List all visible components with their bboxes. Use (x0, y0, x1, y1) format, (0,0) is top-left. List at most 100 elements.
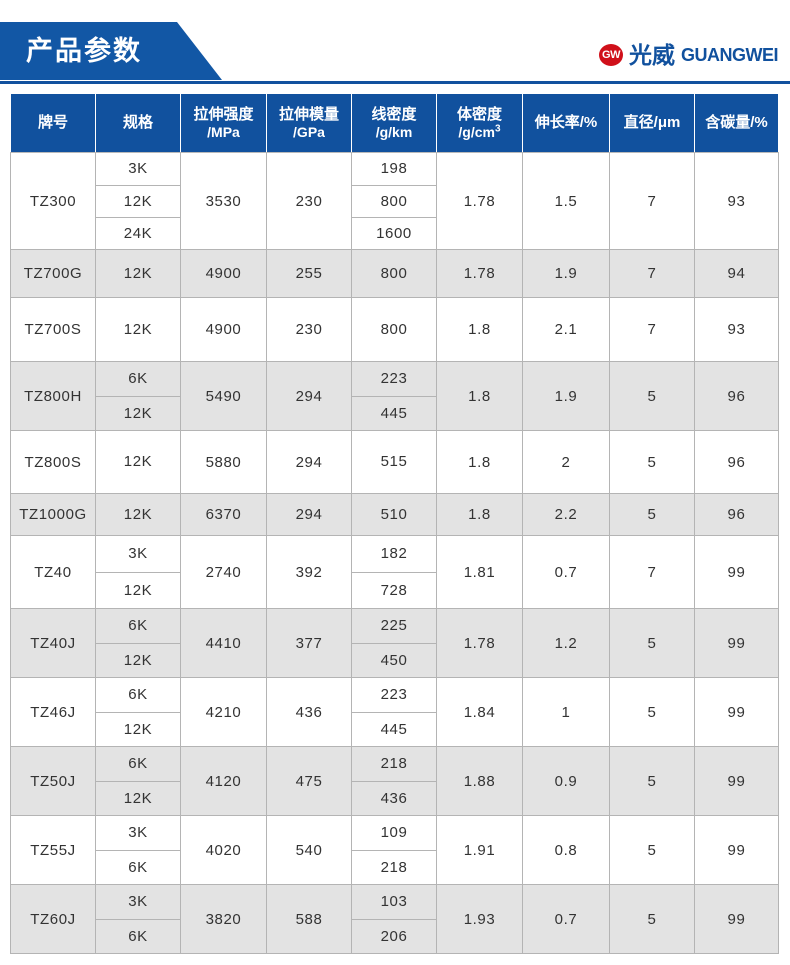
spec-value: 6K (96, 850, 180, 884)
cell-tensile-modulus: 377 (266, 608, 352, 678)
cell-diameter: 5 (609, 815, 695, 885)
cell-tensile-modulus: 475 (266, 746, 352, 816)
cell-linear-density: 103 206 (351, 884, 437, 954)
cell-tensile-strength: 2740 (180, 535, 267, 609)
cell-bulk-density: 1.93 (436, 884, 523, 954)
cell-spec: 12K (95, 430, 181, 494)
cell-carbon-content: 99 (694, 884, 779, 954)
linear-density-value: 218 (352, 850, 436, 884)
cell-diameter: 5 (609, 361, 695, 431)
linear-density-value: 728 (352, 572, 436, 608)
linear-density-value: 225 (380, 617, 408, 634)
cell-spec: 12K (95, 249, 181, 298)
cell-linear-density: 510 (351, 493, 437, 536)
spec-value: 3K (128, 824, 148, 841)
cell-bulk-density: 1.78 (436, 249, 523, 298)
cell-brand: TZ60J (10, 884, 96, 954)
table-row: TZ40J 6K 12K 4410 377 225 450 1.78 1.2 5 99 (10, 608, 779, 678)
column-header-name: 拉伸模量 (278, 105, 339, 123)
cell-bulk-density: 1.81 (436, 535, 523, 609)
brand-name-cn: 光威 (629, 42, 675, 68)
cell-tensile-modulus: 230 (266, 152, 352, 250)
cell-tensile-modulus: 540 (266, 815, 352, 885)
cell-elongation: 2 (522, 430, 610, 494)
cell-elongation: 1 (522, 677, 610, 747)
table-row: TZ800H 6K 12K 5490 294 223 445 1.8 1.9 5 96 (10, 361, 779, 431)
linear-density-value: 445 (352, 396, 436, 430)
cell-diameter: 7 (609, 152, 695, 250)
brand-name-en: GUANGWEI (681, 45, 779, 65)
linear-density-value: 218 (380, 755, 408, 772)
column-header-unit: /g/cm3 (458, 122, 501, 140)
cell-bulk-density: 1.8 (436, 493, 523, 536)
cell-spec: 3K 12K (95, 535, 181, 609)
column-header-name: 直径/μm (623, 114, 681, 132)
page-title: 产品参数 (26, 36, 142, 66)
cell-tensile-strength: 4900 (180, 249, 267, 298)
cell-elongation: 0.8 (522, 815, 610, 885)
spec-value: 12K (96, 396, 180, 430)
cell-tensile-modulus: 392 (266, 535, 352, 609)
linear-density-value: 450 (352, 643, 436, 677)
cell-brand: TZ55J (10, 815, 96, 885)
cell-elongation: 0.7 (522, 535, 610, 609)
gw-circle-icon: GW (599, 44, 623, 66)
spec-table-container: 牌号 规格 拉伸强度/MPa 拉伸模量/GPa 线密度/g/km 体密度/g/cm3 伸长率… (10, 93, 779, 954)
linear-density-value: 198 (380, 160, 408, 177)
linear-density-value: 109 (380, 824, 408, 841)
linear-density-value: 800 (352, 185, 436, 217)
cell-diameter: 7 (609, 249, 695, 298)
column-header-6: 体密度/g/cm3 (436, 93, 523, 153)
linear-density-value: 223 (380, 370, 408, 387)
table-header-row: 牌号 规格 拉伸强度/MPa 拉伸模量/GPa 线密度/g/km 体密度/g/cm3 伸长率… (10, 93, 779, 153)
table-row: TZ700G 12K 4900 255 800 1.78 1.9 7 94 (10, 249, 779, 298)
column-header-name: 线密度 (371, 105, 417, 123)
cell-bulk-density: 1.84 (436, 677, 523, 747)
column-header-unit: /MPa (207, 123, 240, 140)
column-header-unit: /g/km (375, 123, 413, 140)
spec-value: 12K (96, 185, 180, 217)
spec-value: 12K (96, 781, 180, 815)
linear-density-value: 206 (352, 919, 436, 953)
linear-density-value: 445 (352, 712, 436, 746)
cell-tensile-modulus: 588 (266, 884, 352, 954)
cell-spec: 6K 12K (95, 677, 181, 747)
column-header-name: 牌号 (37, 114, 68, 132)
cell-diameter: 5 (609, 430, 695, 494)
cell-brand: TZ1000G (10, 493, 96, 536)
linear-density-value: 182 (380, 545, 408, 562)
linear-density-value: 103 (380, 893, 408, 910)
cell-tensile-strength: 5490 (180, 361, 267, 431)
cell-bulk-density: 1.91 (436, 815, 523, 885)
column-header-name: 拉伸强度 (193, 105, 254, 123)
cell-linear-density: 109 218 (351, 815, 437, 885)
spec-value: 6K (128, 755, 148, 772)
cell-spec: 3K 6K (95, 815, 181, 885)
cell-brand: TZ40J (10, 608, 96, 678)
cell-bulk-density: 1.78 (436, 608, 523, 678)
cell-tensile-strength: 4900 (180, 297, 267, 362)
spec-value: 12K (96, 643, 180, 677)
cell-brand: TZ46J (10, 677, 96, 747)
column-header-name: 含碳量/% (705, 114, 768, 132)
spec-value: 3K (128, 545, 148, 562)
cell-elongation: 1.2 (522, 608, 610, 678)
spec-value: 12K (96, 572, 180, 608)
linear-density-value: 436 (352, 781, 436, 815)
column-header-2: 规格 (95, 93, 181, 153)
cell-diameter: 5 (609, 677, 695, 747)
table-row: TZ700S 12K 4900 230 800 1.8 2.1 7 93 (10, 297, 779, 362)
cell-carbon-content: 99 (694, 746, 779, 816)
column-header-unit: /GPa (293, 123, 325, 140)
cell-elongation: 0.9 (522, 746, 610, 816)
column-header-8: 直径/μm (609, 93, 695, 153)
column-header-7: 伸长率/% (522, 93, 610, 153)
cell-spec: 3K 6K (95, 884, 181, 954)
cell-carbon-content: 99 (694, 608, 779, 678)
cell-diameter: 5 (609, 746, 695, 816)
cell-tensile-modulus: 294 (266, 430, 352, 494)
spec-value: 12K (123, 453, 153, 470)
cell-bulk-density: 1.78 (436, 152, 523, 250)
column-header-9: 含碳量/% (694, 93, 779, 153)
